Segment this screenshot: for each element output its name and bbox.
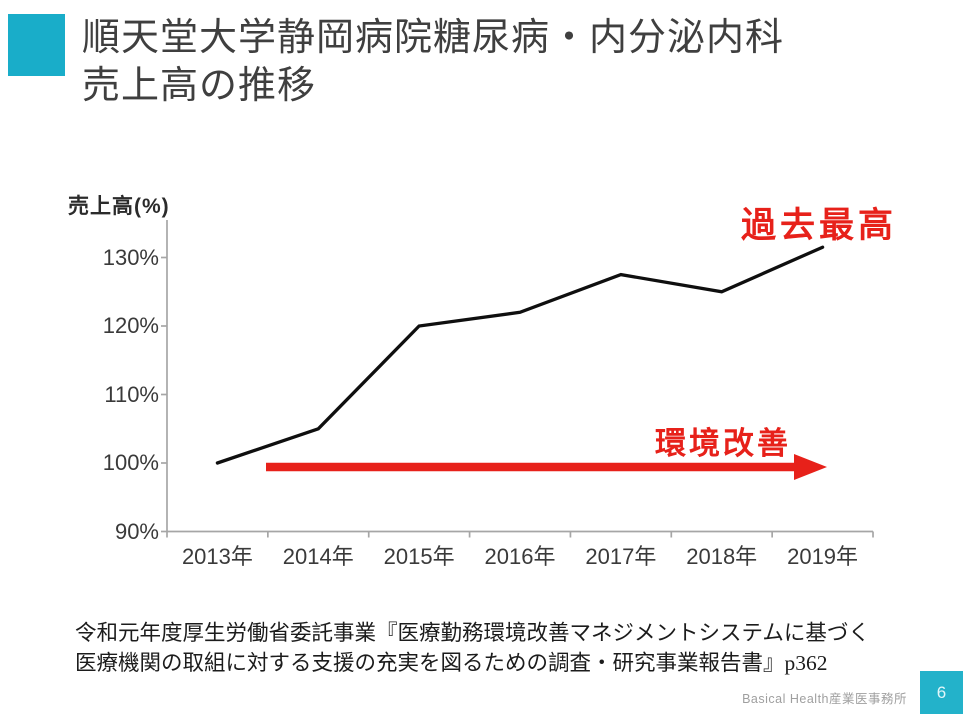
title-accent-square: [8, 14, 65, 76]
source-citation-line-2: 医療機関の取組に対する支援の充実を図るための調査・研究事業報告書』p362: [75, 651, 828, 675]
page-title-line-2: 売上高の推移: [82, 65, 317, 107]
x-axis-tick-label: 2017年: [585, 544, 657, 569]
page-title-line-1: 順天堂大学静岡病院糖尿病・内分泌内科: [82, 17, 785, 59]
x-axis-tick-label: 2014年: [282, 544, 354, 569]
annotation-improvement-label: 環境改善: [655, 426, 791, 461]
y-axis-title: 売上高(%): [68, 195, 170, 218]
x-axis-tick-label: 2015年: [383, 544, 455, 569]
source-citation-line-1: 令和元年度厚生労働省委託事業『医療勤務環境改善マネジメントシステムに基づく: [75, 621, 870, 645]
sales-trend-line: [215, 245, 825, 465]
y-axis-tick-label: 130%: [102, 244, 159, 270]
improvement-arrow-head: [794, 454, 827, 480]
source-citation: 令和元年度厚生労働省委託事業『医療勤務環境改善マネジメントシステムに基づく 医療…: [75, 618, 870, 678]
x-axis-tick-label: 2018年: [686, 544, 758, 569]
x-axis-tick-label: 2016年: [484, 544, 556, 569]
page-number-badge: 6: [920, 671, 963, 714]
x-axis-tick-label: 2019年: [787, 544, 859, 569]
y-axis-tick-label: 100%: [102, 450, 159, 475]
x-axis-tick-label: 2013年: [181, 544, 253, 569]
footer-brand: Basical Health産業医事務所: [742, 692, 907, 706]
y-axis-tick-label: 120%: [102, 313, 159, 338]
y-axis-tick-label: 110%: [104, 381, 159, 407]
y-axis-tick-label: 90%: [114, 518, 159, 544]
page-title: 順天堂大学静岡病院糖尿病・内分泌内科 売上高の推移: [82, 14, 784, 110]
annotation-peak-label: 過去最高: [741, 206, 898, 245]
